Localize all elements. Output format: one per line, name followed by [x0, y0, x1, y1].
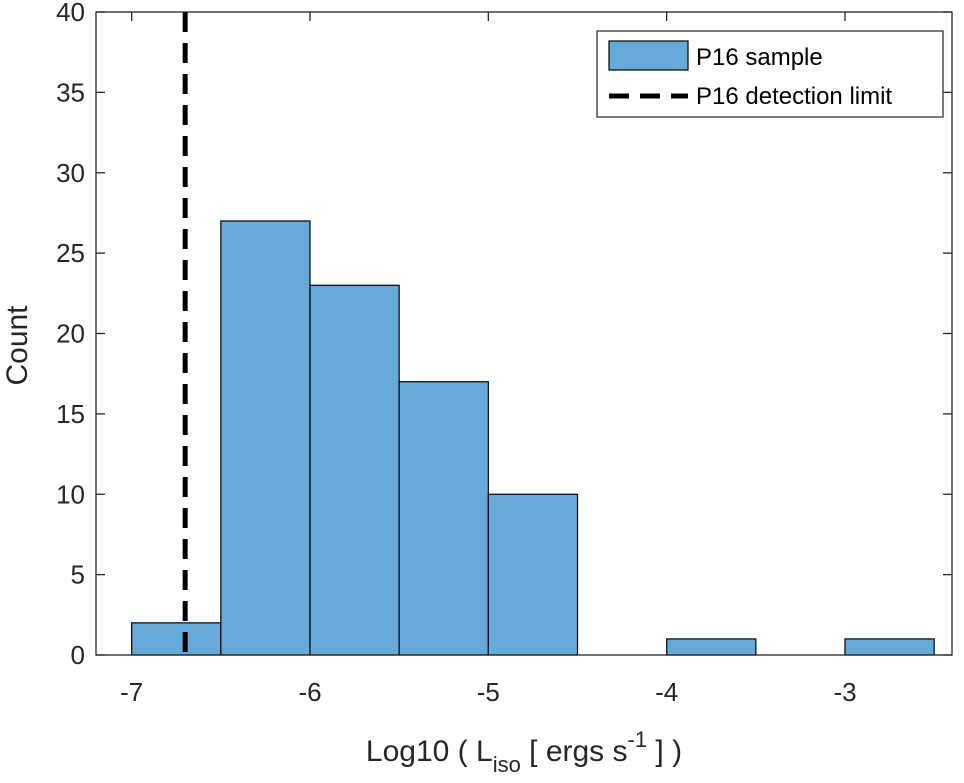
- y-tick-label: 0: [71, 640, 85, 670]
- y-tick-label: 15: [56, 399, 85, 429]
- y-tick-label: 10: [56, 479, 85, 509]
- axes-group: -7 -6 -5 -4 -3 0 5 10 15 20 25 30 35 40: [56, 0, 953, 707]
- x-tick-label: -6: [298, 677, 321, 707]
- bars-group: [131, 220, 935, 656]
- x-tick-label: -5: [477, 677, 500, 707]
- histogram-bar: [844, 638, 935, 656]
- histogram-bar: [220, 220, 311, 656]
- x-tick-label: -4: [655, 677, 678, 707]
- axis-labels: Count Log10 ( Liso [ ergs s-1 ] ): [1, 305, 682, 777]
- y-tick-label: 25: [56, 238, 85, 268]
- y-tick-label: 40: [56, 0, 85, 27]
- x-tick-label: -3: [833, 677, 856, 707]
- x-tick-label: -7: [120, 677, 143, 707]
- histogram-bar: [398, 381, 489, 656]
- legend-label-sample: P16 sample: [696, 44, 823, 71]
- histogram-bar: [487, 493, 579, 656]
- legend: P16 sample P16 detection limit: [596, 30, 944, 118]
- legend-label-detection-limit: P16 detection limit: [696, 83, 892, 110]
- histogram-bar: [666, 638, 757, 656]
- y-tick-label: 35: [56, 77, 85, 107]
- y-tick-label: 30: [56, 158, 85, 188]
- histogram-bar: [131, 622, 222, 656]
- x-axis-label: Log10 ( Liso [ ergs s-1 ] ): [366, 727, 682, 777]
- y-tick-label: 20: [56, 319, 85, 349]
- histogram-bar: [309, 284, 400, 656]
- y-axis-label: Count: [1, 305, 34, 386]
- legend-swatch-sample: [608, 40, 689, 71]
- y-tick-label: 5: [71, 560, 85, 590]
